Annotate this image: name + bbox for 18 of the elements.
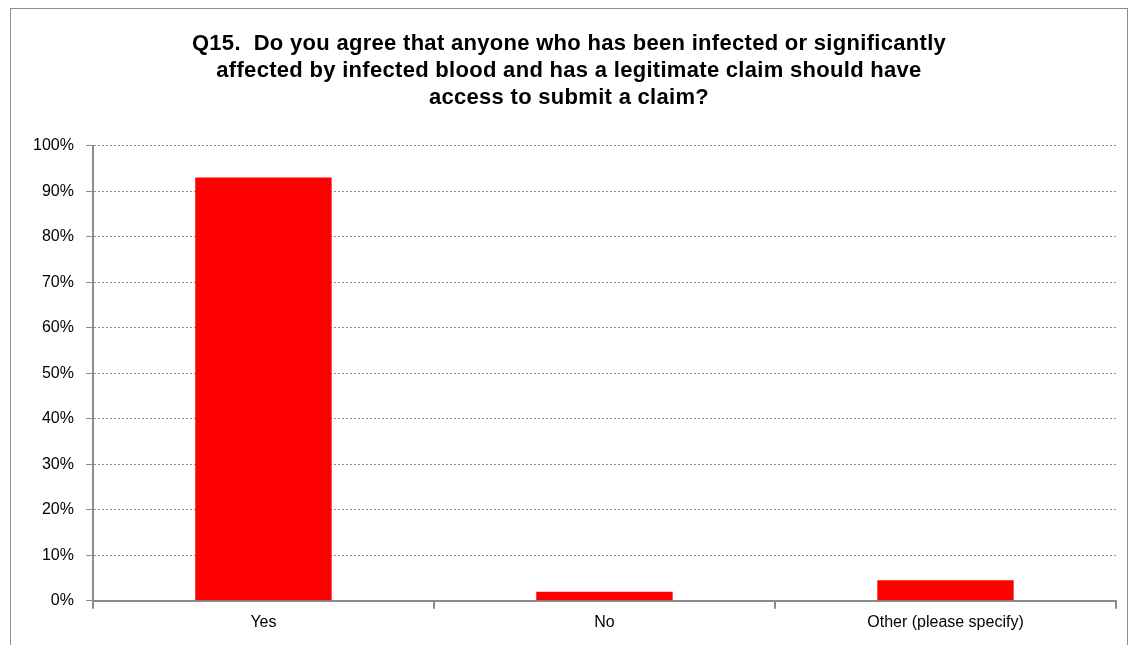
y-tick-label: 0% xyxy=(50,591,74,609)
bar xyxy=(195,177,332,601)
y-tick-label: 70% xyxy=(41,272,74,290)
y-tick-label: 100% xyxy=(33,136,74,154)
y-tick-label: 50% xyxy=(41,363,74,381)
x-tick-label: No xyxy=(594,612,615,630)
y-tick-label: 60% xyxy=(41,318,74,336)
y-tick-label: 40% xyxy=(41,409,74,427)
x-tick-label: Yes xyxy=(250,612,277,630)
y-tick-label: 90% xyxy=(41,181,74,199)
y-tick-label: 30% xyxy=(41,454,74,472)
y-tick-label: 80% xyxy=(41,227,74,245)
bar xyxy=(536,591,673,601)
y-tick-label: 10% xyxy=(41,545,74,563)
chart-title: Q15. Do you agree that anyone who has been infected or significantly affected by infected blood and has a legitimate claim should have access to submit a claim? xyxy=(190,29,948,110)
x-tick-label: Other (please specify) xyxy=(867,612,1024,630)
y-tick-label: 20% xyxy=(41,500,74,518)
bar xyxy=(877,580,1014,601)
